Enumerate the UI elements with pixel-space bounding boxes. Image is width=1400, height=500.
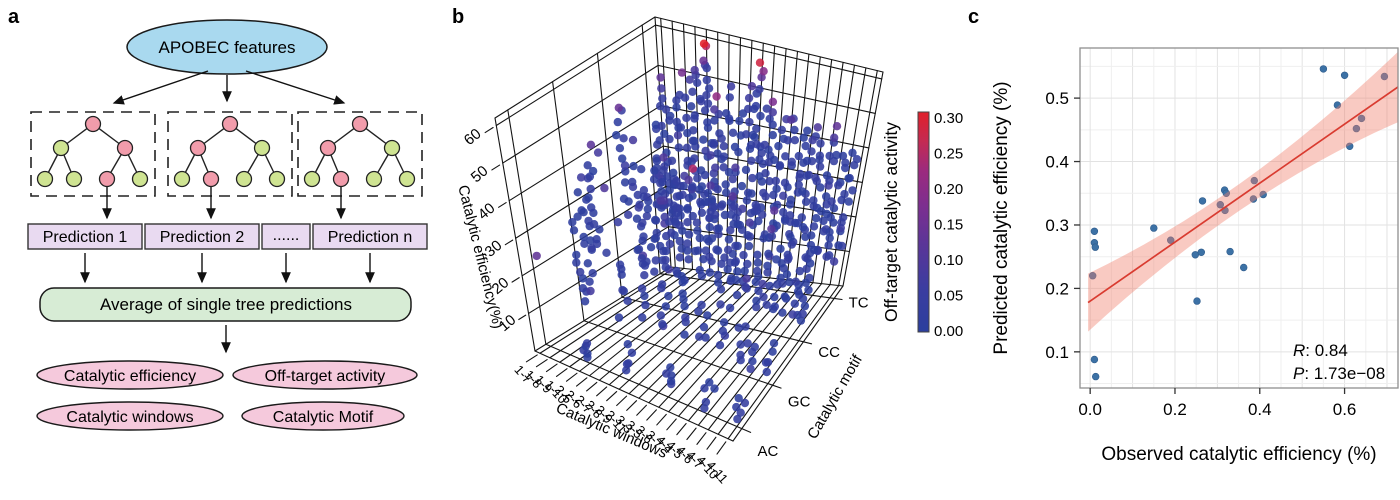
average-label: Average of single tree predictions [100,295,352,314]
plot-border [1079,47,1399,389]
x-axis-label: Observed catalytic efficiency (%) [1101,444,1376,465]
tree-leaf [98,170,116,188]
tree-leaf [365,170,383,188]
tree-node [253,139,271,157]
decision-trees [36,115,416,220]
svg-text:0.5: 0.5 [1045,89,1069,108]
y-axis-label: Catalytic motif [804,351,866,442]
svg-text:60: 60 [461,125,485,149]
tree-leaf [65,170,83,188]
svg-text:0.6: 0.6 [1333,400,1357,419]
svg-text:0.00: 0.00 [934,323,963,340]
stats-annotation: R: 0.84 P: 1.73e−08 [1293,341,1385,383]
svg-text:TC: TC [849,294,869,311]
output-catalytic-windows: Catalytic windows [66,409,193,426]
tree-leaf [173,170,191,188]
tree-leaf [332,170,350,188]
panel-b-letter: b [452,6,465,28]
colorbar-label: Off-target catalytic activity [881,122,901,322]
average-box [39,287,412,322]
svg-text:0.3: 0.3 [1045,216,1069,235]
apobec-features-label: APOBEC features [158,38,295,57]
output-catalytic-efficiency: Catalytic efficiency [64,368,196,385]
svg-text:0.4: 0.4 [1248,400,1272,419]
confidence-band [1088,51,1398,332]
tree-dashed-boxes [30,111,423,197]
panel-a-letter: a [8,6,20,28]
svg-text:40: 40 [475,200,499,224]
svg-text:0.2: 0.2 [1045,279,1069,298]
apobec-features-ellipse [126,19,328,75]
prediction-to-average-arrows [80,253,375,284]
svg-text:AC: AC [758,443,779,460]
prediction-boxes: Prediction 1 Prediction 2 ...... Predict… [27,223,428,250]
svg-text:0.20: 0.20 [934,181,963,198]
tree-node-root [221,115,239,133]
panel-c-regression-scatter: 0.0 0.2 0.4 0.6 0.1 0.2 0.3 0.4 0.5 Observed cata… [991,47,1399,465]
tree-leaf [235,170,253,188]
svg-text:0.2: 0.2 [1163,400,1187,419]
svg-text:0.25: 0.25 [934,146,963,163]
panel-c-letter: c [968,6,980,28]
decision-tree [303,115,416,220]
svg-text:0.15: 0.15 [934,217,963,234]
prediction-dots-label: ...... [273,227,300,244]
scatter-points [1088,65,1389,381]
svg-text:CC: CC [818,344,840,361]
svg-text:0.10: 0.10 [934,252,963,269]
y-axis-label: Predicted catalytic efficiency (%) [991,81,1012,354]
axis-ticks [1074,97,1346,394]
regression-line [1087,86,1398,304]
prediction-1-label: Prediction 1 [43,229,128,246]
output-ellipses: Catalytic efficiency Off-target activity… [36,360,418,431]
tree-leaf [268,170,286,188]
plot-grid [1080,48,1398,388]
tree-leaf [36,170,54,188]
svg-text:0.05: 0.05 [934,288,963,305]
decision-tree [36,115,149,220]
tree-node [116,139,134,157]
tree-leaf [398,170,416,188]
output-offtarget-activity: Off-target activity [265,368,386,385]
svg-text:0.30: 0.30 [934,110,963,127]
prediction-n-label: Prediction n [328,229,413,246]
tree-node [383,139,401,157]
tree-node-root [351,115,369,133]
svg-text:0.0: 0.0 [1078,400,1102,419]
tree-leaf [303,170,321,188]
tree-node [189,139,207,157]
panel-b-3d-scatter: 1020304050601-71-81-91-102-52-62-72-82-9… [454,16,963,486]
tree-node [319,139,337,157]
tree-node-root [84,115,102,133]
tree-leaf [131,170,149,188]
fanout-arrows [112,70,346,105]
output-catalytic-motif: Catalytic Motif [273,409,374,426]
scatter3d-points [532,39,862,424]
svg-text:0.4: 0.4 [1045,153,1069,172]
tree-leaf [202,170,220,188]
prediction-2-label: Prediction 2 [160,229,245,246]
tree-node [52,139,70,157]
svg-text:P: 1.73e−08: P: 1.73e−08 [1293,364,1385,383]
svg-text:0.1: 0.1 [1045,343,1069,362]
colorbar: 0.30 0.25 0.20 0.15 0.10 0.05 0.00 Off-target c… [881,110,963,340]
svg-text:GC: GC [788,394,811,411]
decision-tree [173,115,286,220]
panel-a-flowchart: APOBEC features Prediction 1 Prediction … [27,19,428,431]
axis-tick-labels: 0.0 0.2 0.4 0.6 0.1 0.2 0.3 0.4 0.5 [1045,89,1356,419]
svg-text:R: 0.84: R: 0.84 [1293,341,1348,360]
